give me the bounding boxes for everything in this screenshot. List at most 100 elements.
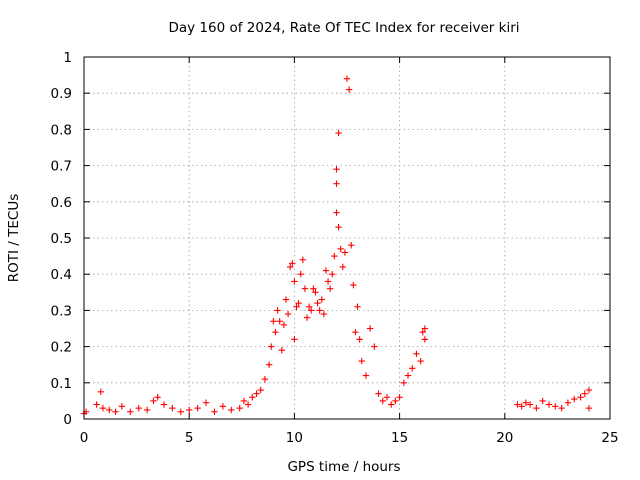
data-point xyxy=(284,310,292,318)
data-point xyxy=(274,307,281,314)
data-point xyxy=(585,404,593,412)
data-point xyxy=(324,278,332,285)
data-point xyxy=(280,321,288,329)
data-point xyxy=(268,343,275,350)
data-point xyxy=(127,408,134,415)
data-point xyxy=(293,303,300,310)
data-point xyxy=(526,401,534,408)
data-point xyxy=(564,399,572,406)
x-tick-label: 10 xyxy=(286,430,303,446)
data-point xyxy=(106,406,113,414)
data-point xyxy=(392,397,399,405)
data-point xyxy=(286,263,294,271)
data-point xyxy=(545,401,553,408)
data-point xyxy=(308,307,315,314)
data-point xyxy=(118,403,126,410)
data-point xyxy=(341,249,349,256)
data-point xyxy=(581,390,588,397)
data-point xyxy=(379,397,386,405)
data-point xyxy=(345,86,353,93)
data-point xyxy=(329,271,336,278)
data-point xyxy=(387,401,395,408)
data-point xyxy=(558,404,565,412)
data-point xyxy=(299,256,307,263)
y-tick-label: 0.4 xyxy=(51,267,72,283)
y-tick-label: 0.8 xyxy=(51,122,72,138)
data-point xyxy=(194,404,201,412)
data-point xyxy=(318,296,325,303)
data-point xyxy=(249,394,256,401)
y-tick-label: 0.7 xyxy=(51,159,72,175)
x-tick-label: 25 xyxy=(601,430,618,446)
data-point xyxy=(333,166,340,173)
data-point xyxy=(404,372,412,379)
x-tick-label: 20 xyxy=(496,430,513,446)
data-point xyxy=(291,278,298,285)
data-point xyxy=(301,285,309,292)
data-point xyxy=(112,408,119,415)
data-point xyxy=(211,408,218,415)
data-point xyxy=(282,296,290,303)
data-point xyxy=(322,267,330,274)
data-point xyxy=(362,372,370,379)
data-point xyxy=(316,307,323,314)
data-point xyxy=(99,404,107,412)
data-point xyxy=(314,299,321,307)
data-point xyxy=(261,375,269,383)
data-point xyxy=(150,397,157,405)
y-tick-label: 0.2 xyxy=(51,340,72,356)
y-tick-label: 0.1 xyxy=(51,376,72,392)
data-point xyxy=(240,397,248,405)
data-point xyxy=(244,401,252,408)
data-point xyxy=(270,318,277,325)
data-point xyxy=(421,325,429,332)
grid-layer xyxy=(84,57,610,419)
data-point xyxy=(177,408,184,415)
x-tick-label: 0 xyxy=(80,430,89,446)
data-point xyxy=(552,403,559,410)
data-point xyxy=(522,399,530,406)
data-point xyxy=(186,406,193,414)
chart-title: Day 160 of 2024, Rate Of TEC Index for r… xyxy=(168,20,519,36)
data-point xyxy=(236,404,243,412)
data-point xyxy=(358,357,365,365)
ticks-layer: 0 5 10 15 20 25 0 0.1 0.2 0.3 0.4 0.5 0.6 0.7 0.8 0.9 1 xyxy=(51,50,619,446)
data-point xyxy=(312,289,319,296)
data-point xyxy=(383,394,391,401)
data-point xyxy=(354,303,361,310)
data-point xyxy=(343,75,351,82)
data-point xyxy=(371,343,378,350)
data-point xyxy=(421,336,429,343)
y-tick-label: 0.3 xyxy=(51,303,72,319)
data-point xyxy=(585,386,593,394)
data-point xyxy=(291,336,298,343)
data-point xyxy=(571,395,578,403)
data-point xyxy=(335,223,342,231)
data-point xyxy=(539,397,546,405)
data-point xyxy=(375,390,382,397)
data-point xyxy=(331,252,338,260)
data-point xyxy=(154,394,161,401)
data-point xyxy=(169,404,176,412)
data-point xyxy=(160,401,168,408)
y-tick-label: 0.6 xyxy=(51,195,72,211)
data-point xyxy=(350,281,357,289)
data-point xyxy=(143,406,151,414)
data-point xyxy=(97,388,105,396)
x-axis-label: GPS time / hours xyxy=(287,459,400,475)
data-point xyxy=(219,403,227,410)
points-layer xyxy=(80,75,593,417)
data-point xyxy=(257,386,264,394)
data-point xyxy=(202,399,210,406)
data-point xyxy=(228,406,235,414)
data-point xyxy=(400,379,408,386)
data-point xyxy=(409,365,416,372)
data-point xyxy=(518,403,525,410)
data-point xyxy=(339,263,346,271)
plot-frame xyxy=(83,56,611,420)
y-tick-label: 0.9 xyxy=(51,86,72,102)
data-point xyxy=(278,347,285,354)
data-point xyxy=(320,310,328,318)
data-point xyxy=(396,394,403,401)
